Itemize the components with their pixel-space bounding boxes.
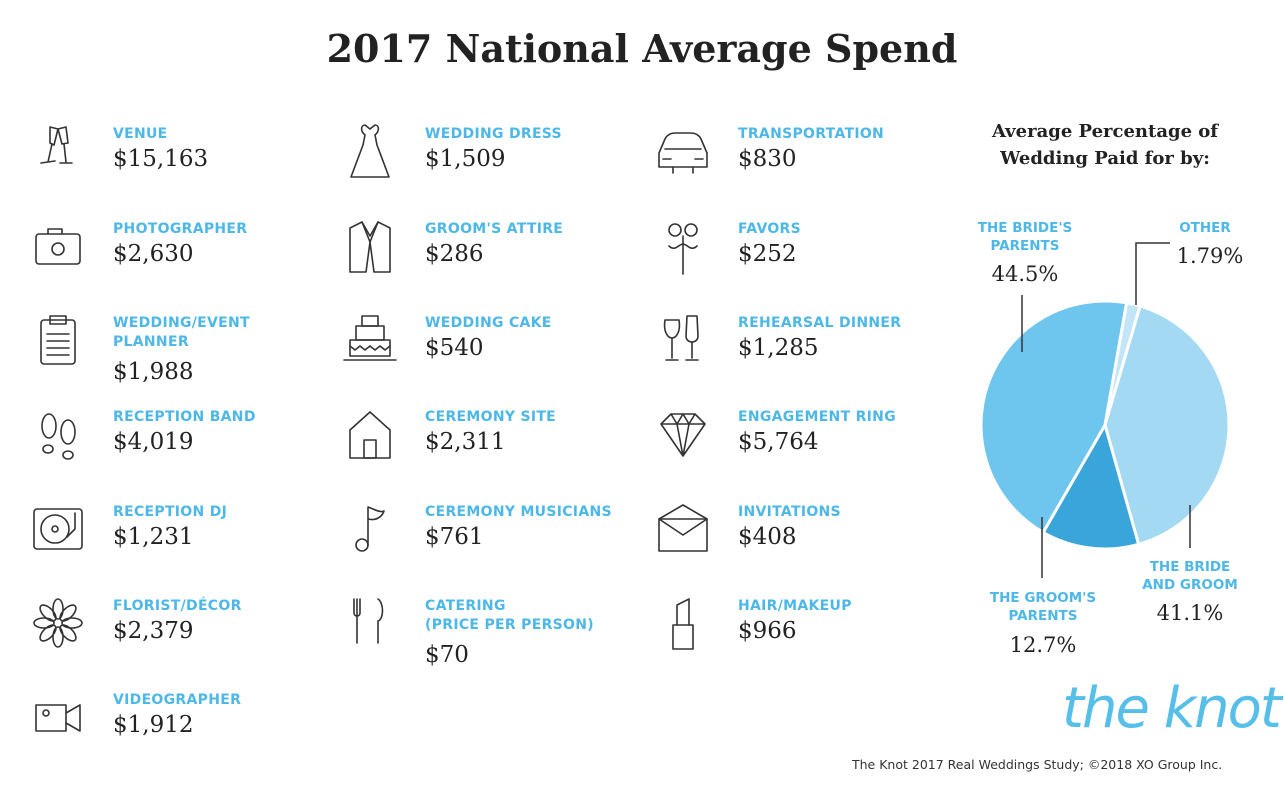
spend-item: ENGAGEMENT RING $5,764 xyxy=(653,408,953,498)
spend-item-label: CEREMONY SITE xyxy=(425,409,557,425)
diamond-icon xyxy=(660,413,706,457)
spend-item-value: $15,163 xyxy=(113,146,209,172)
footprints-icon xyxy=(41,413,76,460)
spend-item: RECEPTION DJ $1,231 xyxy=(28,503,328,593)
spend-item-label: WEDDING CAKE xyxy=(425,315,552,331)
spend-item: WEDDING CAKE $540 xyxy=(340,314,640,404)
spend-item-label: FAVORS xyxy=(738,221,801,237)
spend-item-label: FLORIST/DÉCOR xyxy=(113,598,242,614)
spend-item-value: $966 xyxy=(738,618,797,644)
spend-item-label: CEREMONY MUSICIANS xyxy=(425,504,612,520)
pie-value-grooms-parents: 12.7% xyxy=(1009,633,1077,657)
spend-item-label: WEDDING DRESS xyxy=(425,126,562,142)
pie-label-other: OTHER xyxy=(1179,220,1231,236)
spend-item: HAIR/MAKEUP $966 xyxy=(653,597,953,687)
spend-item: TRANSPORTATION $830 xyxy=(653,125,953,215)
envelope-icon xyxy=(658,504,708,552)
camera-icon xyxy=(35,228,81,265)
spend-item-label: HAIR/MAKEUP xyxy=(738,598,852,614)
clipboard-icon xyxy=(40,315,76,365)
champagne-glasses-icon xyxy=(40,126,73,164)
spend-item: GROOM'S ATTIRE $286 xyxy=(340,220,640,310)
spend-item-value: $761 xyxy=(425,524,484,550)
spend-item-value: $286 xyxy=(425,241,484,267)
spend-item: FAVORS $252 xyxy=(653,220,953,310)
spend-item: CATERING (PRICE PER PERSON) $70 xyxy=(340,597,640,687)
pie-label-brides-parents: THE BRIDE'S PARENTS xyxy=(977,220,1073,254)
pie-label-bride-and-groom: THE BRIDE AND GROOM xyxy=(1142,559,1238,593)
spend-item-value: $1,285 xyxy=(738,335,819,361)
spend-item: PHOTOGRAPHER $2,630 xyxy=(28,220,328,310)
dress-icon xyxy=(350,124,390,178)
spend-item-value: $830 xyxy=(738,146,797,172)
fork-knife-icon xyxy=(353,598,384,644)
pie-slice-brides-parents xyxy=(979,299,1129,535)
mustache-glasses-prop-icon xyxy=(668,223,698,275)
spend-item-value: $1,231 xyxy=(113,524,194,550)
spend-item-value: $1,912 xyxy=(113,712,194,738)
spend-item-label: WEDDING/EVENT PLANNER xyxy=(113,315,250,350)
spend-item-value: $70 xyxy=(425,642,469,668)
spend-item: INVITATIONS $408 xyxy=(653,503,953,593)
leader-line-other xyxy=(1135,242,1170,305)
spend-item: RECEPTION BAND $4,019 xyxy=(28,408,328,498)
pie-slice-bride-and-groom xyxy=(1103,304,1231,547)
spend-item-value: $2,630 xyxy=(113,241,194,267)
spend-item-label: RECEPTION BAND xyxy=(113,409,256,425)
pie-title: Average Percentage of Wedding Paid for b… xyxy=(991,121,1219,169)
spend-item-value: $1,509 xyxy=(425,146,506,172)
page-title: 2017 National Average Spend xyxy=(326,26,958,71)
spend-item-label: GROOM'S ATTIRE xyxy=(425,221,564,237)
lipstick-icon xyxy=(672,598,694,650)
spend-item: CEREMONY MUSICIANS $761 xyxy=(340,503,640,593)
source-note: The Knot 2017 Real Weddings Study; ©2018… xyxy=(852,757,1223,772)
the-knot-logo: the knot xyxy=(1062,676,1282,741)
wine-glasses-icon xyxy=(663,315,699,361)
spend-item-value: $408 xyxy=(738,524,797,550)
pie-value-brides-parents: 44.5% xyxy=(991,262,1059,286)
spend-item: VENUE $15,163 xyxy=(28,125,328,215)
spend-item-value: $2,311 xyxy=(425,429,506,455)
spend-item: REHEARSAL DINNER $1,285 xyxy=(653,314,953,404)
spend-item: WEDDING/EVENT PLANNER $1,988 xyxy=(28,314,328,404)
spend-item-value: $252 xyxy=(738,241,797,267)
spend-item-label: ENGAGEMENT RING xyxy=(738,409,896,425)
spend-item: CEREMONY SITE $2,311 xyxy=(340,408,640,498)
pie-value-other: 1.79% xyxy=(1176,244,1244,268)
spend-item-value: $5,764 xyxy=(738,429,819,455)
cake-icon xyxy=(343,315,397,361)
spend-item-label: VENUE xyxy=(113,126,168,142)
pie-slice-grooms-parents xyxy=(1041,421,1141,551)
spend-item-value: $2,379 xyxy=(113,618,194,644)
spend-item-value: $540 xyxy=(425,335,484,361)
car-icon xyxy=(658,132,708,174)
spend-item-label: REHEARSAL DINNER xyxy=(738,315,902,331)
spend-item-label: CATERING (PRICE PER PERSON) xyxy=(425,598,594,633)
spend-item-label: INVITATIONS xyxy=(738,504,841,520)
spend-item: FLORIST/DÉCOR $2,379 xyxy=(28,597,328,687)
spend-item: VIDEOGRAPHER $1,912 xyxy=(28,691,328,781)
video-camera-icon xyxy=(35,704,81,732)
spend-item: WEDDING DRESS $1,509 xyxy=(340,124,640,215)
turntable-icon xyxy=(33,508,83,550)
pie-value-bride-and-groom: 41.1% xyxy=(1156,601,1224,625)
spend-item-label: RECEPTION DJ xyxy=(113,504,228,520)
house-icon xyxy=(349,411,391,459)
spend-item-label: TRANSPORTATION xyxy=(738,126,885,142)
flower-icon xyxy=(33,598,83,648)
spend-item-value: $1,988 xyxy=(113,359,194,385)
spend-item-label: PHOTOGRAPHER xyxy=(113,221,248,237)
suit-jacket-icon xyxy=(349,221,391,273)
music-note-icon xyxy=(355,506,385,552)
pie-label-grooms-parents: THE GROOM'S PARENTS xyxy=(989,590,1097,624)
spend-item-label: VIDEOGRAPHER xyxy=(113,692,242,708)
spend-item-value: $4,019 xyxy=(113,429,194,455)
